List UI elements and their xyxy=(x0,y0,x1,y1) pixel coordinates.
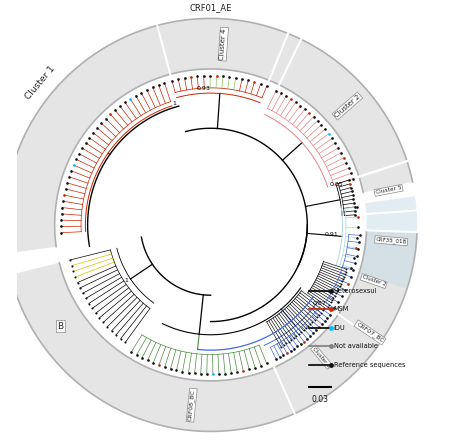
Text: Reference sequences: Reference sequences xyxy=(334,362,405,368)
Polygon shape xyxy=(359,196,417,289)
Text: Cluster 1: Cluster 1 xyxy=(24,64,57,101)
Text: 1: 1 xyxy=(172,102,176,107)
Text: Heterosexsul: Heterosexsul xyxy=(334,288,377,294)
Text: 0.93: 0.93 xyxy=(197,86,210,91)
Text: CRF07_BC: CRF07_BC xyxy=(355,321,385,344)
Polygon shape xyxy=(89,351,295,431)
Text: Cluster 2: Cluster 2 xyxy=(361,275,386,287)
Text: Not available: Not available xyxy=(334,343,378,349)
Polygon shape xyxy=(10,263,119,392)
Text: IDU: IDU xyxy=(334,325,346,331)
Text: CRF08_BC: CRF08_BC xyxy=(187,389,196,421)
Text: Cluster 2: Cluster 2 xyxy=(334,94,361,119)
Text: 0.03: 0.03 xyxy=(312,396,329,405)
Text: 1: 1 xyxy=(125,278,128,283)
Text: CRF35_01B: CRF35_01B xyxy=(375,236,407,245)
Polygon shape xyxy=(4,18,413,254)
Text: MSM: MSM xyxy=(334,306,349,312)
Text: CRF01_AE: CRF01_AE xyxy=(190,3,232,12)
Text: Cluster 5: Cluster 5 xyxy=(375,186,402,195)
Text: 0.85: 0.85 xyxy=(329,182,343,187)
Text: 0.91: 0.91 xyxy=(325,232,338,237)
Text: Cluster 4: Cluster 4 xyxy=(219,28,228,60)
Text: B: B xyxy=(57,322,64,331)
Text: 0.87: 0.87 xyxy=(313,301,327,306)
Polygon shape xyxy=(274,231,417,413)
Text: Cluster 1: Cluster 1 xyxy=(312,346,331,368)
